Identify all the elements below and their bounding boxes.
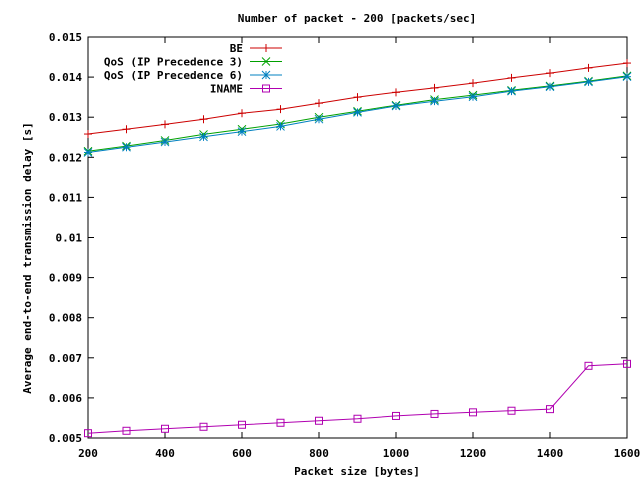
legend-label: QoS (IP Precedence 3): [104, 56, 243, 69]
y-tick-label: 0.012: [49, 151, 82, 164]
legend-label: BE: [230, 42, 243, 55]
legend-item: QoS (IP Precedence 3): [104, 56, 282, 69]
legend-item: QoS (IP Precedence 6): [104, 69, 282, 82]
data-point: [353, 93, 362, 102]
x-tick-label: 600: [232, 447, 252, 460]
legend-marker: [261, 70, 271, 80]
data-point: [469, 408, 477, 417]
x-tick-label: 1600: [614, 447, 640, 460]
x-tick-label: 1400: [537, 447, 564, 460]
data-point: [469, 79, 477, 88]
y-tick-label: 0.007: [49, 352, 82, 365]
data-point: [199, 115, 208, 124]
data-point: [507, 406, 516, 415]
series-1: [84, 59, 631, 139]
y-tick-label: 0.011: [49, 191, 82, 204]
data-point: [161, 424, 169, 433]
data-point: [430, 83, 439, 92]
data-point: [507, 73, 516, 82]
data-point: [468, 92, 478, 102]
y-axis: 0.005 0.006 0.007 0.008 0.009 0.01 0.011 0.012 0…: [49, 31, 627, 445]
data-point: [122, 426, 131, 435]
data-point: [507, 86, 516, 96]
data-point: [122, 142, 131, 152]
data-point: [391, 101, 401, 111]
y-tick-label: 0.01: [56, 232, 83, 245]
chart-title: Number of packet - 200 [packets/sec]: [238, 12, 476, 25]
data-point: [314, 114, 324, 124]
data-point: [546, 405, 554, 414]
data-point: [161, 120, 169, 129]
x-tick-label: 800: [309, 447, 329, 460]
y-tick-label: 0.008: [49, 312, 82, 325]
data-point: [238, 109, 246, 118]
data-point: [276, 418, 285, 427]
legend-label: INAME: [210, 83, 243, 96]
legend-item: BE: [230, 42, 282, 55]
legend-marker: [262, 44, 270, 52]
data-point: [276, 122, 285, 131]
data-point: [315, 416, 323, 425]
data-point: [276, 105, 285, 114]
data-point: [430, 96, 439, 106]
data-point: [84, 429, 92, 438]
legend-label: QoS (IP Precedence 6): [104, 69, 243, 82]
legend-item: INAME: [210, 83, 282, 96]
y-tick-label: 0.014: [49, 71, 82, 84]
y-axis-label: Average end-to-end transmission delay [s…: [21, 122, 34, 394]
legend-marker: [261, 57, 271, 66]
y-tick-label: 0.006: [49, 392, 82, 405]
data-point: [122, 125, 131, 134]
x-tick-label: 1000: [383, 447, 410, 460]
data-point: [237, 127, 247, 136]
data-point: [83, 148, 93, 157]
data-point: [623, 59, 631, 68]
data-point: [430, 409, 439, 418]
x-tick-label: 200: [78, 447, 98, 460]
data-point: [584, 63, 593, 72]
data-point: [353, 414, 362, 423]
series-layer: [83, 59, 632, 438]
x-tick-label: 400: [155, 447, 175, 460]
x-axis-label: Packet size [bytes]: [294, 465, 420, 478]
y-tick-label: 0.013: [49, 111, 82, 124]
data-point: [545, 82, 555, 92]
y-tick-label: 0.009: [49, 272, 82, 285]
data-point: [160, 137, 170, 147]
data-point: [584, 77, 593, 87]
x-tick-label: 1200: [460, 447, 487, 460]
data-point: [623, 359, 631, 368]
data-point: [84, 130, 92, 139]
data-point: [584, 361, 593, 370]
data-point: [199, 132, 208, 142]
data-point: [392, 411, 400, 420]
data-point: [199, 422, 208, 431]
x-axis: 200 400 600 800 1000 1200 1400 1600: [78, 37, 640, 460]
series-line: [87, 363, 628, 434]
data-point: [392, 88, 400, 97]
data-point: [622, 72, 632, 82]
data-point: [353, 108, 362, 117]
series-3: [83, 72, 632, 157]
data-point: [315, 99, 323, 108]
y-tick-label: 0.005: [49, 432, 82, 445]
series-4: [84, 359, 631, 438]
legend-marker: [262, 84, 270, 93]
y-tick-label: 0.015: [49, 31, 82, 44]
data-point: [546, 69, 554, 78]
data-point: [238, 420, 246, 429]
